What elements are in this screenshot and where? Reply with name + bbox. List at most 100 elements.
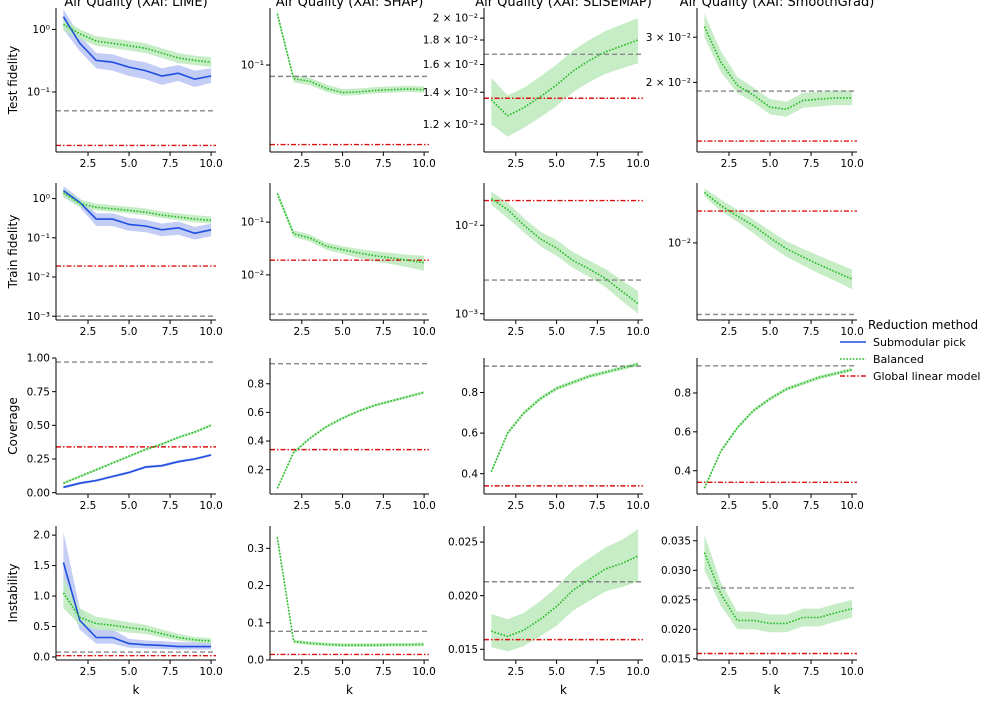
x-tick-label: 10.0 [626,158,649,170]
x-tick-label: 5.0 [334,326,351,338]
balanced-line [62,592,212,642]
x-tick-label: 2.5 [507,500,524,512]
y-tick-label: 10⁻¹ [241,217,264,229]
submodular-band [63,186,212,240]
x-tick-label: 2.5 [80,158,97,170]
x-tick-label: 7.5 [375,158,392,170]
y-tick-label: 0.00 [27,487,50,499]
y-tick-label: 0.4 [247,436,264,448]
x-tick-label: 5.0 [334,500,351,512]
balanced-band [63,577,212,644]
y-tick-label: 1.4 × 10⁻² [423,87,478,99]
legend-entry: Submodular pick [873,336,966,349]
y-tick-label: 0.025 [661,594,691,606]
balanced-band [277,390,425,490]
y-tick-label: 10⁻³ [455,308,478,320]
y-tick-label: 0.6 [674,426,691,438]
row-label: Train fidelity [6,215,20,290]
x-tick-label: 5.0 [121,500,138,512]
balanced-band [63,188,212,224]
x-tick-label: 5.0 [121,158,138,170]
panel-data [484,18,643,137]
x-tick-label: 10.0 [412,666,435,678]
y-tick-label: 2 × 10⁻² [646,77,691,89]
x-tick-label: 10.0 [840,666,863,678]
x-tick-label: 2.5 [721,158,738,170]
submodular-line [62,189,212,235]
x-tick-label: 5.0 [762,326,779,338]
x-tick-label: 7.5 [162,500,179,512]
panel-r3-c0: 2.0 1.5 1.0 0.5 0.0 2.5 5.0 7.5 10.0 k Instability [6,526,223,697]
legend-entry: Balanced [873,353,924,366]
panel-data [697,188,857,316]
y-tick-label: 0.5 [33,621,50,633]
y-tick-label: 0.0 [33,652,50,664]
balanced-line [276,13,425,94]
balanced-line [703,191,853,280]
y-tick-label: 10⁻¹ [27,87,50,99]
x-tick-label: 2.5 [80,500,97,512]
x-tick-label: 5.0 [548,666,565,678]
balanced-band [277,533,425,647]
panel-data [56,361,216,489]
balanced-line [703,552,853,625]
x-tick-label: 7.5 [589,666,606,678]
balanced-line [490,363,639,473]
y-tick-label: 0.4 [674,465,691,477]
y-tick-label: 0.0 [247,655,264,667]
y-tick-label: 10⁻¹ [241,60,264,72]
x-tick-label: 5.0 [334,158,351,170]
y-tick-label: 0.015 [448,644,478,656]
y-tick-label: 0.025 [448,537,478,549]
panel-r2-c1: 0.8 0.6 0.4 0.2 2.5 5.0 7.5 10.0 [247,358,436,512]
y-tick-label: 10⁰ [32,24,50,36]
x-tick-label: 10.0 [840,326,863,338]
panel-data [56,532,216,657]
x-tick-label: 10.0 [199,666,222,678]
submodular-line [62,562,212,648]
x-tick-label: 7.5 [803,500,820,512]
x-tick-label: 10.0 [199,500,222,512]
y-tick-label: 10⁰ [32,193,50,205]
y-tick-label: 0.1 [247,617,264,629]
x-tick-label: 7.5 [803,666,820,678]
column-title: Air Quality (XAI: SLISEMAP) [475,0,652,10]
balanced-band [63,424,212,485]
y-tick-label: 10⁻² [241,270,264,282]
x-tick-label: 10.0 [626,666,649,678]
x-tick-label: 2.5 [293,500,310,512]
balanced-band [277,190,425,271]
y-tick-label: 10⁻² [668,238,691,250]
balanced-band [491,18,639,137]
y-tick-label: 0.015 [661,653,691,665]
x-axis-label: k [133,683,140,697]
balanced-band [491,362,639,474]
panel-r0-c3: 3 × 10⁻² 2 × 10⁻² 2.5 5.0 7.5 10.0 Air Quality… [646,0,875,170]
panel-data [484,191,643,314]
x-tick-label: 2.5 [80,326,97,338]
y-tick-label: 10⁻¹ [27,232,50,244]
x-tick-label: 7.5 [375,500,392,512]
x-tick-label: 2.5 [293,158,310,170]
y-tick-label: 10⁻² [455,220,478,232]
balanced-line [703,26,853,111]
submodular-line [63,454,212,489]
balanced-band [704,13,853,117]
x-tick-label: 10.0 [626,326,649,338]
y-tick-label: 0.50 [27,420,50,432]
x-tick-label: 7.5 [803,326,820,338]
panel-data [270,533,429,656]
y-tick-label: 0.6 [461,428,478,440]
panel-r1-c3: 10⁻² 2.5 5.0 7.5 10.0 [668,183,864,338]
balanced-line [63,424,212,484]
y-tick-label: 3 × 10⁻² [646,32,691,44]
row-label: Test fidelity [6,46,20,115]
y-tick-label: 10⁻² [27,272,50,284]
y-tick-label: 0.020 [661,624,691,636]
panel-r0-c0: 10⁰ 10⁻¹ 2.5 5.0 7.5 10.0 Air Quality (XAI: LI… [6,0,223,170]
x-tick-label: 10.0 [199,158,222,170]
balanced-band [704,188,853,290]
x-tick-label: 2.5 [721,500,738,512]
y-tick-label: 0.3 [247,543,264,555]
